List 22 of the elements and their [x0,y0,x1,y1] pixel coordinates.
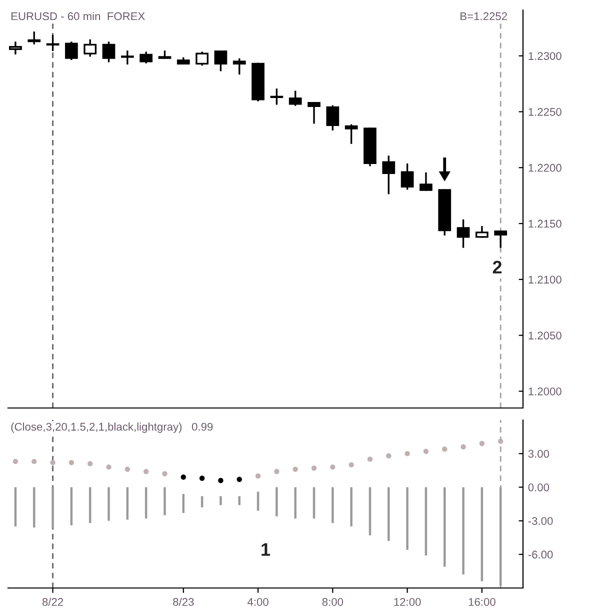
y-tick-label: 1.2150 [528,220,562,228]
x-tick-label: 8:00 [322,598,344,606]
x-tick-label: 16:00 [468,598,496,606]
y-tick-label: 1.2000 [528,388,562,396]
y-tick-label: -3.00 [528,517,553,525]
y-tick-label: 1.2050 [528,332,562,340]
x-tick-label: 8/22 [42,598,64,606]
y-tick-label: 0.00 [528,483,550,492]
y-tick-label: 1.2200 [528,164,562,172]
x-tick-label: 8/23 [173,598,194,606]
y-tick-label: -6.00 [528,550,553,559]
y-tick-label: 3.00 [528,450,550,458]
annotation: 1 [262,543,270,556]
annotation: B=1.2252 [460,12,507,20]
x-tick-label: 4:00 [247,598,268,606]
x-tick-label: 12:00 [394,598,421,606]
y-tick-label: 1.2100 [528,276,562,284]
annotation: 2 [492,260,502,274]
chart-title: EURUSD - 60 min FOREX [11,12,145,20]
y-tick-label: 1.2300 [528,52,562,60]
annotation: (Close,3,20,1.5,2,1,black,lightgray) 0.99 [11,422,213,433]
y-tick-label: 1.2250 [528,108,562,116]
